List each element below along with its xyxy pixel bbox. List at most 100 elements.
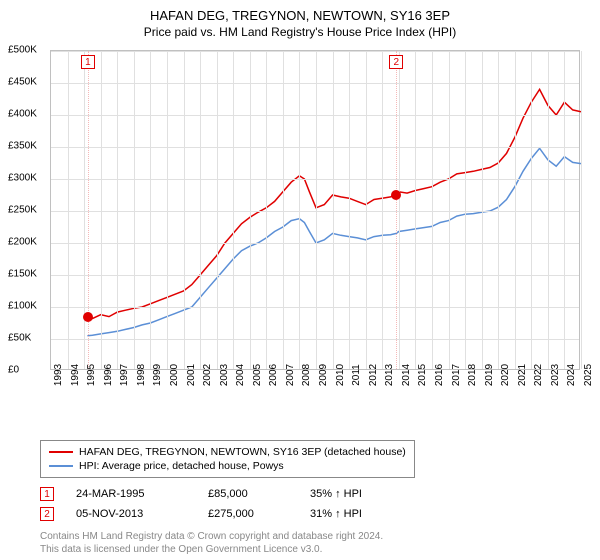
x-axis-label: 2006 — [268, 364, 279, 386]
gridline-vertical — [333, 51, 334, 369]
x-axis-label: 1998 — [136, 364, 147, 386]
x-axis-label: 2017 — [451, 364, 462, 386]
transactions-list: 124-MAR-1995£85,00035% ↑ HPI205-NOV-2013… — [40, 484, 560, 524]
gridline-vertical — [233, 51, 234, 369]
transaction-date: 24-MAR-1995 — [76, 488, 186, 500]
transaction-diff: 35% ↑ HPI — [310, 488, 362, 500]
x-axis-label: 2014 — [401, 364, 412, 386]
gridline-horizontal — [51, 179, 579, 180]
gridline-vertical — [117, 51, 118, 369]
legend-label: HPI: Average price, detached house, Powy… — [79, 460, 284, 472]
transaction-price: £85,000 — [208, 488, 288, 500]
gridline-vertical — [349, 51, 350, 369]
y-axis-label: £350K — [8, 141, 45, 152]
gridline-vertical — [266, 51, 267, 369]
y-axis-label: £150K — [8, 269, 45, 280]
y-axis-label: £50K — [8, 333, 45, 344]
gridline-vertical — [283, 51, 284, 369]
x-axis-label: 2012 — [368, 364, 379, 386]
y-axis-label: £300K — [8, 173, 45, 184]
transaction-date: 05-NOV-2013 — [76, 508, 186, 520]
plot-region: 12 — [50, 50, 580, 370]
x-axis-label: 2007 — [285, 364, 296, 386]
gridline-vertical — [548, 51, 549, 369]
gridline-vertical — [299, 51, 300, 369]
legend-row: HPI: Average price, detached house, Powy… — [49, 459, 406, 473]
gridline-vertical — [217, 51, 218, 369]
gridline-horizontal — [51, 51, 579, 52]
gridline-horizontal — [51, 147, 579, 148]
x-axis-label: 2011 — [351, 364, 362, 386]
gridline-horizontal — [51, 83, 579, 84]
transaction-marker-dot — [391, 190, 401, 200]
gridline-vertical — [150, 51, 151, 369]
gridline-vertical — [84, 51, 85, 369]
gridline-horizontal — [51, 275, 579, 276]
x-axis-label: 2005 — [252, 364, 263, 386]
transaction-price: £275,000 — [208, 508, 288, 520]
x-axis-label: 1994 — [70, 364, 81, 386]
gridline-vertical — [498, 51, 499, 369]
gridline-horizontal — [51, 307, 579, 308]
gridline-vertical — [564, 51, 565, 369]
x-axis-label: 2004 — [235, 364, 246, 386]
chart-area: 12 £0£50K£100K£150K£200K£250K£300K£350K£… — [50, 50, 580, 400]
x-axis-label: 2002 — [202, 364, 213, 386]
gridline-vertical — [68, 51, 69, 369]
transaction-row: 205-NOV-2013£275,00031% ↑ HPI — [40, 504, 560, 524]
transaction-marker-box: 1 — [81, 55, 95, 69]
x-axis-label: 2022 — [533, 364, 544, 386]
gridline-horizontal — [51, 115, 579, 116]
gridline-vertical — [184, 51, 185, 369]
transaction-row-marker: 1 — [40, 487, 54, 501]
legend-swatch — [49, 451, 73, 453]
gridline-horizontal — [51, 211, 579, 212]
y-axis-label: £200K — [8, 237, 45, 248]
x-axis-label: 1993 — [53, 364, 64, 386]
gridline-vertical — [515, 51, 516, 369]
transaction-marker-line — [396, 51, 397, 369]
gridline-vertical — [167, 51, 168, 369]
legend-row: HAFAN DEG, TREGYNON, NEWTOWN, SY16 3EP (… — [49, 445, 406, 459]
x-axis-label: 2009 — [318, 364, 329, 386]
gridline-vertical — [134, 51, 135, 369]
gridline-horizontal — [51, 243, 579, 244]
legend-label: HAFAN DEG, TREGYNON, NEWTOWN, SY16 3EP (… — [79, 446, 406, 458]
x-axis-label: 1995 — [86, 364, 97, 386]
attribution-footer: Contains HM Land Registry data © Crown c… — [40, 530, 560, 556]
gridline-vertical — [415, 51, 416, 369]
y-axis-label: £400K — [8, 109, 45, 120]
y-axis-label: £0 — [8, 365, 45, 376]
chart-container: HAFAN DEG, TREGYNON, NEWTOWN, SY16 3EP P… — [0, 0, 600, 560]
x-axis-label: 1997 — [119, 364, 130, 386]
footer-line-1: Contains HM Land Registry data © Crown c… — [40, 530, 560, 543]
x-axis-label: 2018 — [467, 364, 478, 386]
x-axis-label: 2021 — [517, 364, 528, 386]
legend-box: HAFAN DEG, TREGYNON, NEWTOWN, SY16 3EP (… — [40, 440, 415, 478]
x-axis-label: 2025 — [583, 364, 594, 386]
transaction-diff: 31% ↑ HPI — [310, 508, 362, 520]
transaction-marker-box: 2 — [389, 55, 403, 69]
gridline-vertical — [382, 51, 383, 369]
x-axis-label: 2023 — [550, 364, 561, 386]
gridline-vertical — [482, 51, 483, 369]
gridline-vertical — [432, 51, 433, 369]
x-axis-label: 2010 — [335, 364, 346, 386]
x-axis-label: 1996 — [103, 364, 114, 386]
gridline-vertical — [399, 51, 400, 369]
chart-title: HAFAN DEG, TREGYNON, NEWTOWN, SY16 3EP — [0, 0, 600, 23]
y-axis-label: £250K — [8, 205, 45, 216]
y-axis-label: £100K — [8, 301, 45, 312]
legend-swatch — [49, 465, 73, 467]
x-axis-label: 2013 — [384, 364, 395, 386]
gridline-horizontal — [51, 339, 579, 340]
gridline-vertical — [250, 51, 251, 369]
gridline-vertical — [366, 51, 367, 369]
chart-subtitle: Price paid vs. HM Land Registry's House … — [0, 23, 600, 39]
x-axis-label: 2016 — [434, 364, 445, 386]
series-line-price_paid — [87, 89, 581, 318]
y-axis-label: £450K — [8, 77, 45, 88]
y-axis-label: £500K — [8, 45, 45, 56]
x-axis-label: 2024 — [566, 364, 577, 386]
gridline-vertical — [581, 51, 582, 369]
